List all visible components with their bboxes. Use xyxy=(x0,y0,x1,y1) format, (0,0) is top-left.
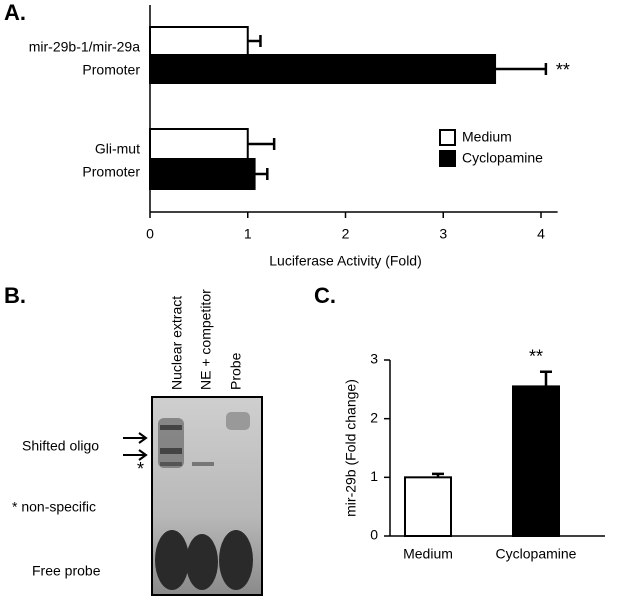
panel-title: C. xyxy=(314,283,336,308)
y-tick-label: Promoter xyxy=(82,164,140,180)
y-tick-label: Gli-mut xyxy=(95,141,140,157)
gel-band xyxy=(192,462,214,466)
error-bar xyxy=(254,168,269,180)
x-tick-label: 4 xyxy=(537,226,545,242)
legend-swatch xyxy=(439,129,456,146)
x-tick-label: 0 xyxy=(146,226,154,242)
gel-band xyxy=(226,412,250,430)
y-axis-label: mir-29b (Fold change) xyxy=(343,379,359,517)
gel-label: Free probe xyxy=(32,563,101,579)
gel-band xyxy=(219,530,253,590)
annotation: ** xyxy=(556,60,570,80)
bar xyxy=(149,158,256,190)
y-tick-label: 1 xyxy=(370,468,378,484)
bar xyxy=(404,476,452,538)
gel-label: Shifted oligo xyxy=(22,438,99,454)
y-tick-label: Promoter xyxy=(82,62,140,78)
panel-title: A. xyxy=(4,0,26,25)
bar xyxy=(149,128,249,160)
legend-label: Medium xyxy=(462,129,512,145)
gel-band xyxy=(186,534,218,590)
panel-title: B. xyxy=(4,283,26,308)
y-tick-label: 2 xyxy=(370,409,378,425)
x-tick-label: 3 xyxy=(439,226,447,242)
x-tick-label: 1 xyxy=(244,226,252,242)
error-bar xyxy=(540,370,552,387)
bar xyxy=(149,26,249,56)
error-bar xyxy=(247,138,276,150)
annotation: ** xyxy=(529,346,543,366)
legend-label: Cyclopamine xyxy=(462,150,543,166)
error-bar xyxy=(495,63,548,75)
gel-band xyxy=(155,530,189,590)
x-tick-label: Cyclopamine xyxy=(496,546,577,562)
gel-label: * xyxy=(137,459,144,479)
lane-label: NE + competitor xyxy=(198,289,214,390)
error-bar xyxy=(247,35,262,47)
y-tick-label: 3 xyxy=(370,351,378,367)
error-bar xyxy=(432,472,444,478)
gel-label: * non-specific xyxy=(12,499,96,515)
lane-label: Probe xyxy=(228,352,244,390)
bar xyxy=(149,54,497,84)
gel-band xyxy=(158,418,184,468)
bar xyxy=(512,385,560,537)
y-tick-label: mir-29b-1/mir-29a xyxy=(29,39,140,55)
arrow xyxy=(123,432,148,461)
gel-band xyxy=(160,448,182,454)
gel-band xyxy=(160,425,182,430)
x-axis-label: Luciferase Activity (Fold) xyxy=(269,253,422,269)
lane-label: Nuclear extract xyxy=(169,296,185,390)
gel-panel: B. Nuclear extract NE + competitor Probe… xyxy=(4,283,263,596)
y-tick-label: 0 xyxy=(370,527,378,543)
gel-band xyxy=(160,462,182,466)
legend-swatch xyxy=(439,150,456,167)
x-tick-label: 2 xyxy=(342,226,350,242)
x-tick-label: Medium xyxy=(403,546,453,562)
